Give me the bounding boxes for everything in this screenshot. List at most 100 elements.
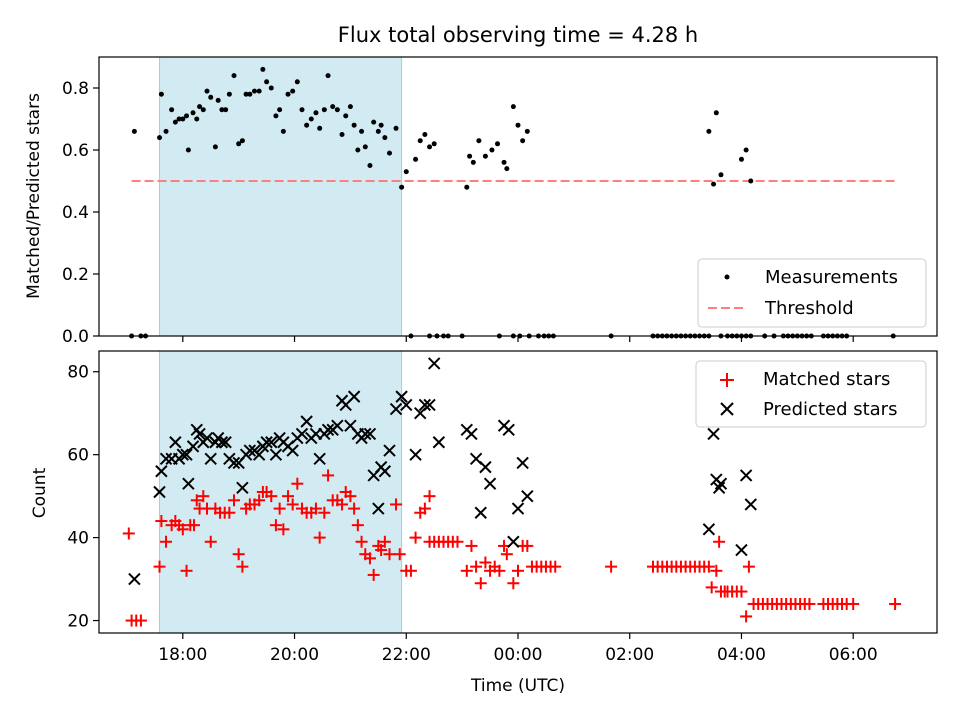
matched-point xyxy=(363,552,376,565)
measurement-point xyxy=(431,141,437,147)
measurement-point xyxy=(334,107,340,113)
measurement-point xyxy=(260,66,266,72)
measurement-point xyxy=(273,113,279,119)
measurement-point xyxy=(169,107,175,113)
legend-matched-marker xyxy=(720,373,734,387)
predicted-point xyxy=(418,398,432,412)
predicted-point xyxy=(331,419,344,432)
predicted-point xyxy=(383,444,396,457)
measurement-point xyxy=(231,73,237,79)
matched-point xyxy=(269,519,282,532)
measurement-point xyxy=(285,91,291,97)
measurement-point xyxy=(359,128,365,134)
matched-point xyxy=(375,544,388,557)
measurement-point xyxy=(427,144,433,150)
predicted-point xyxy=(363,427,377,441)
ytick-label: 0.6 xyxy=(62,141,89,161)
matched-point xyxy=(500,548,513,561)
measurement-point xyxy=(343,113,349,119)
legend-predicted-marker xyxy=(720,402,734,416)
measurement-point xyxy=(172,119,178,125)
measurement-point xyxy=(204,88,210,94)
predicted-point xyxy=(182,477,195,490)
predicted-point xyxy=(521,489,534,503)
measurement-point xyxy=(294,79,300,85)
top-panel: Flux total observing time = 4.28 h 0.00.… xyxy=(24,23,938,347)
predicted-point xyxy=(193,427,206,441)
matched-point xyxy=(418,502,431,515)
measurement-point xyxy=(325,73,331,79)
measurement-point xyxy=(256,88,262,94)
top-y-label: Matched/Predicted stars xyxy=(24,93,44,299)
measurement-point xyxy=(706,128,712,134)
predicted-point xyxy=(372,502,385,515)
predicted-point xyxy=(300,415,313,428)
matched-point xyxy=(197,490,210,503)
bottom-xaxis: 18:00 20:00 22:00 00:00 02:00 04:00 06:00 xyxy=(158,633,878,665)
measurement-point xyxy=(212,144,218,150)
matched-point xyxy=(253,494,266,507)
predicted-point xyxy=(252,448,266,461)
predicted-point xyxy=(400,398,413,412)
measurements-series xyxy=(129,66,896,339)
measurement-point xyxy=(501,159,507,165)
predicted-point xyxy=(321,423,335,437)
measurement-point xyxy=(197,104,203,110)
x-axis-label: Time (UTC) xyxy=(470,676,565,696)
matched-point xyxy=(348,502,361,515)
matched-point xyxy=(344,490,357,503)
measurement-point xyxy=(347,104,353,110)
matched-point xyxy=(393,548,406,561)
matched-point xyxy=(383,548,396,561)
measurement-point xyxy=(375,128,381,134)
measurement-point xyxy=(738,156,744,162)
matched-point xyxy=(549,560,562,573)
legend-measurements-label: Measurements xyxy=(765,267,898,288)
measurement-point xyxy=(200,107,206,113)
matched-point xyxy=(277,523,290,536)
ytick-label: 0.4 xyxy=(62,203,89,223)
matched-point xyxy=(160,535,173,548)
predicted-point xyxy=(180,448,193,461)
xtick-label: 20:00 xyxy=(270,645,319,665)
measurement-point xyxy=(748,178,754,184)
measurement-point xyxy=(208,94,214,100)
matched-point xyxy=(187,519,200,532)
measurement-point xyxy=(321,107,327,113)
measurement-point xyxy=(239,138,245,144)
measurement-point xyxy=(131,128,137,134)
matched-point xyxy=(423,490,436,503)
predicted-point xyxy=(265,436,278,449)
predicted-point xyxy=(502,423,515,437)
measurement-point xyxy=(176,116,182,122)
measurement-point xyxy=(219,107,225,113)
measurement-point xyxy=(470,159,476,165)
matched-point xyxy=(228,494,241,507)
bottom-yaxis: 20 40 60 80 xyxy=(67,363,99,632)
predicted-point xyxy=(474,506,487,519)
measurement-point xyxy=(362,144,368,150)
predicted-point xyxy=(128,572,141,586)
measurement-point xyxy=(355,147,361,153)
measurement-point xyxy=(226,91,232,97)
matched-point xyxy=(153,560,166,573)
matched-point xyxy=(460,564,473,577)
matched-point xyxy=(336,498,349,511)
predicted-point xyxy=(395,390,408,403)
predicted-point xyxy=(159,452,173,466)
measurement-point xyxy=(743,147,749,153)
xtick-label: 22:00 xyxy=(382,645,431,665)
predicted-point xyxy=(286,444,299,457)
matched-point xyxy=(742,560,755,573)
predicted-point xyxy=(744,498,757,511)
predicted-point xyxy=(153,485,166,499)
measurement-point xyxy=(367,163,373,168)
top-axes-frame xyxy=(98,56,938,337)
predicted-point xyxy=(389,402,403,416)
matched-point xyxy=(702,560,715,573)
measurement-point xyxy=(236,141,242,147)
matched-point xyxy=(605,560,618,573)
matched-point xyxy=(378,535,391,548)
matched-point xyxy=(134,614,147,627)
